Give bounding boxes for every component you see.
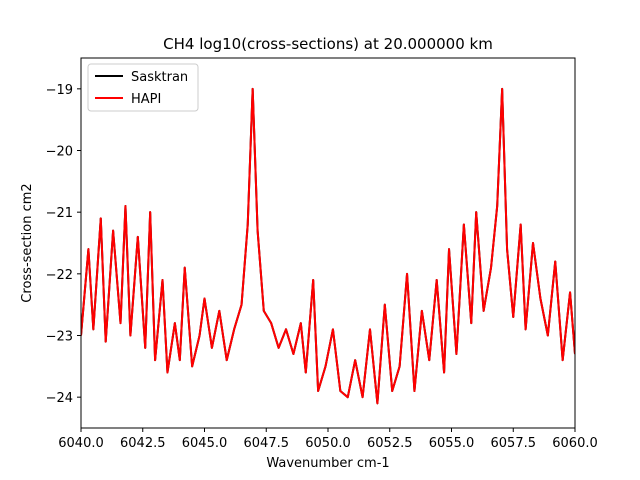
- y-axis: −19 −20 −21 −22 −23 −24: [46, 83, 81, 406]
- y-tick-label: −23: [46, 330, 73, 345]
- series-line-hapi: [81, 87, 575, 405]
- x-tick-label: 6052.5: [367, 436, 413, 451]
- x-tick-label: 6050.0: [305, 436, 351, 451]
- x-tick-label: 6055.0: [429, 436, 475, 451]
- legend-label-sasktran: Sasktran: [131, 70, 188, 85]
- y-tick-label: −20: [46, 145, 73, 160]
- chart-title: CH4 log10(cross-sections) at 20.000000 k…: [163, 35, 493, 53]
- series-layer: [81, 87, 575, 405]
- legend: Sasktran HAPI: [87, 63, 199, 112]
- x-tick-label: 6040.0: [58, 436, 104, 451]
- legend-label-hapi: HAPI: [131, 92, 161, 107]
- y-axis-title: Cross-section cm2: [20, 183, 35, 302]
- x-axis-title: Wavenumber cm-1: [266, 456, 389, 471]
- y-tick-label: −21: [46, 206, 73, 221]
- x-tick-label: 6045.0: [182, 436, 228, 451]
- x-tick-label: 6042.5: [120, 436, 166, 451]
- x-tick-label: 6060.0: [552, 436, 598, 451]
- y-tick-label: −24: [46, 391, 73, 406]
- y-tick-label: −19: [46, 83, 73, 98]
- y-tick-label: −22: [46, 268, 73, 283]
- x-tick-label: 6047.5: [244, 436, 290, 451]
- x-tick-label: 6057.5: [491, 436, 537, 451]
- x-axis: 6040.0 6042.5 6045.0 6047.5 6050.0 6052.5 6055…: [58, 428, 598, 451]
